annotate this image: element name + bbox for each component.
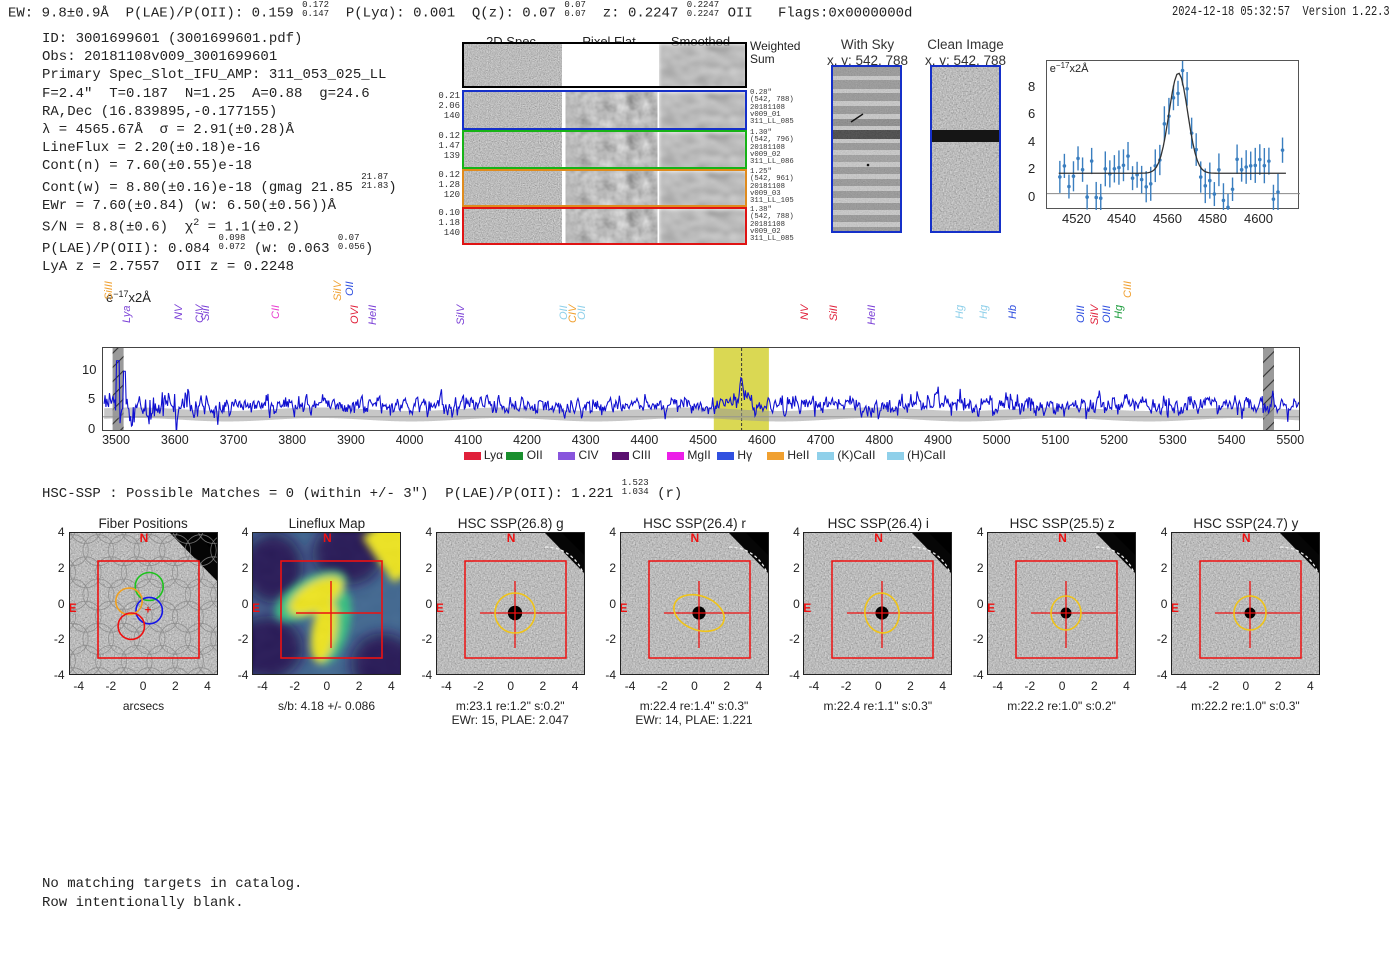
svg-text:+: + xyxy=(144,605,150,617)
